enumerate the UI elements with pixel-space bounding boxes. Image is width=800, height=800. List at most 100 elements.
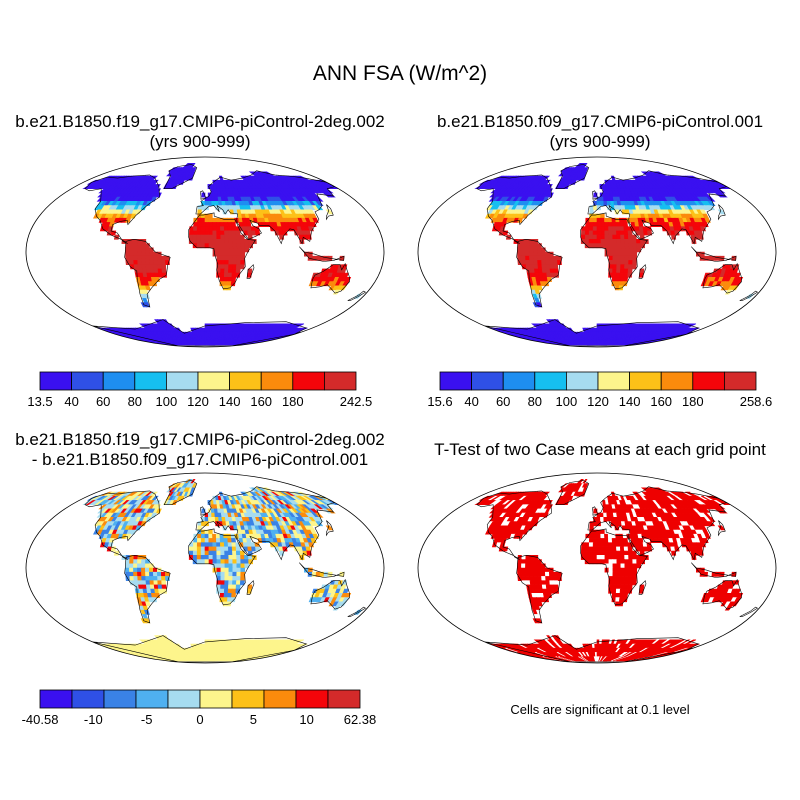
colorbar-tick-label: -40.58: [22, 712, 59, 727]
panel-3-title: b.e21.B1850.f19_g17.CMIP6-piControl-2deg…: [0, 430, 400, 470]
coastline-greenland: [555, 480, 590, 506]
colorbar-swatch: [71, 371, 104, 391]
coastline-madagascar: [246, 580, 255, 595]
colorbar-swatch: [103, 689, 137, 709]
colorbar-tick-label: 13.5: [27, 394, 52, 409]
colorbar-tick-label: 120: [187, 394, 209, 409]
colorbar-swatch: [692, 371, 725, 391]
coastline-south-america: [124, 238, 171, 308]
coastline-madagascar: [638, 580, 647, 595]
colorbar-tick-label: 160: [650, 394, 672, 409]
coastline-north-america: [84, 174, 160, 244]
coastline-japan: [326, 204, 334, 221]
figure-title: ANN FSA (W/m^2): [312, 62, 488, 85]
coastline-eurasia: [587, 170, 728, 245]
colorbar-swatch: [260, 371, 294, 391]
coastline-eurasia: [195, 170, 336, 245]
panel-3-title-line1: b.e21.B1850.f19_g17.CMIP6-piControl-2deg…: [15, 430, 385, 449]
colorbar-swatch: [135, 689, 169, 709]
colorbar-swatch: [167, 689, 201, 709]
coastline-south-america: [124, 554, 171, 624]
colorbar-case1: 13.5 40 60 80 100 120 140 160 180 242.5: [27, 371, 373, 409]
coastline-north-america: [476, 490, 552, 560]
colorbar-tick-label: 140: [619, 394, 641, 409]
coastline-antarctica: [92, 635, 308, 663]
coastline-japan: [718, 204, 726, 221]
map-frame: [25, 472, 385, 664]
coastline-africa: [579, 528, 648, 606]
colorbar-swatch: [71, 689, 105, 709]
coastline-australia: [310, 262, 350, 294]
coastline-antarctica: [484, 319, 700, 347]
panel-4-title: T-Test of two Case means at each grid po…: [400, 440, 800, 460]
colorbar-swatch: [263, 689, 297, 709]
map-frame: [417, 472, 777, 664]
map-panel-difference: [25, 472, 385, 664]
colorbar-swatch: [295, 689, 329, 709]
significance-note: Cells are significant at 0.1 level: [510, 702, 690, 717]
colorbar-tick-label: 0: [196, 712, 203, 727]
coastline-new-zealand: [347, 290, 367, 301]
coastline-madagascar: [638, 264, 647, 279]
coastline-japan: [718, 520, 726, 537]
colorbar-tick-label: 100: [156, 394, 178, 409]
coastline-greenland: [163, 164, 198, 190]
colorbar-tick-label: 62.38: [344, 712, 377, 727]
colorbar-swatch: [197, 371, 231, 391]
colorbar-swatch: [292, 371, 325, 391]
coastline-uk: [200, 506, 207, 516]
colorbar-tick-label: 80: [128, 394, 142, 409]
coastlines: [84, 480, 367, 663]
colorbar-tick-label: 140: [219, 394, 241, 409]
coastline-new-zealand: [739, 606, 759, 617]
panel-2-title: b.e21.B1850.f09_g17.CMIP6-piControl.001 …: [400, 112, 800, 152]
colorbar-tick-label: 5: [250, 712, 257, 727]
land-cells: [474, 479, 755, 662]
colorbar-tick-label: 80: [528, 394, 542, 409]
colorbar-tick-label: 120: [587, 394, 609, 409]
colorbar-tick-label: 160: [250, 394, 272, 409]
colorbar-tick-label: 258.6: [740, 394, 773, 409]
coastline-new-zealand: [739, 290, 759, 301]
panel-4-title-line1: T-Test of two Case means at each grid po…: [434, 440, 766, 459]
colorbar-tick-label: 15.6: [427, 394, 452, 409]
coastlines: [84, 164, 367, 347]
panel-1-title-line1: b.e21.B1850.f19_g17.CMIP6-piControl-2deg…: [15, 112, 385, 131]
coastline-greenland: [163, 480, 198, 506]
colorbar-swatch: [199, 689, 233, 709]
colorbar-swatch: [323, 371, 357, 391]
colorbar-tick-label: 180: [682, 394, 704, 409]
coastlines: [476, 164, 759, 347]
coastline-australia: [702, 578, 742, 610]
colorbar-tick-label: 60: [96, 394, 110, 409]
coastline-uk: [592, 190, 599, 200]
colorbar-difference: -40.58 -10 -5 0 5 10 62.38: [22, 689, 377, 727]
coastline-indonesia: [299, 246, 345, 262]
coastline-new-zealand: [347, 606, 367, 617]
coastline-south-america: [516, 554, 563, 624]
coastlines: [476, 480, 759, 663]
map-panel-case2: [417, 156, 777, 348]
colorbar-tick-label: 10: [299, 712, 313, 727]
coastline-australia: [702, 262, 742, 294]
colorbar-swatch: [39, 689, 73, 709]
coastline-indonesia: [691, 246, 737, 262]
colorbar-tick-label: 242.5: [340, 394, 373, 409]
colorbar-swatch: [723, 371, 757, 391]
panel-1-title-line2: (yrs 900-999): [149, 132, 251, 151]
colorbar-swatch: [327, 689, 361, 709]
colorbar-swatch: [502, 371, 536, 391]
colorbar-swatch: [660, 371, 694, 391]
map-panel-case1: [25, 156, 385, 348]
map-panel-ttest: [417, 472, 777, 664]
colorbar-swatch: [39, 371, 73, 391]
colorbar-swatch: [597, 371, 631, 391]
coastline-indonesia: [691, 562, 737, 578]
colorbar-tick-label: 40: [464, 394, 478, 409]
colorbar-swatch: [471, 371, 504, 391]
panel-1-title: b.e21.B1850.f19_g17.CMIP6-piControl-2deg…: [0, 112, 400, 152]
colorbar-tick-label: -5: [141, 712, 153, 727]
panel-2-title-line2: (yrs 900-999): [549, 132, 651, 151]
colorbar-swatch: [439, 371, 473, 391]
coastline-north-america: [84, 490, 160, 560]
